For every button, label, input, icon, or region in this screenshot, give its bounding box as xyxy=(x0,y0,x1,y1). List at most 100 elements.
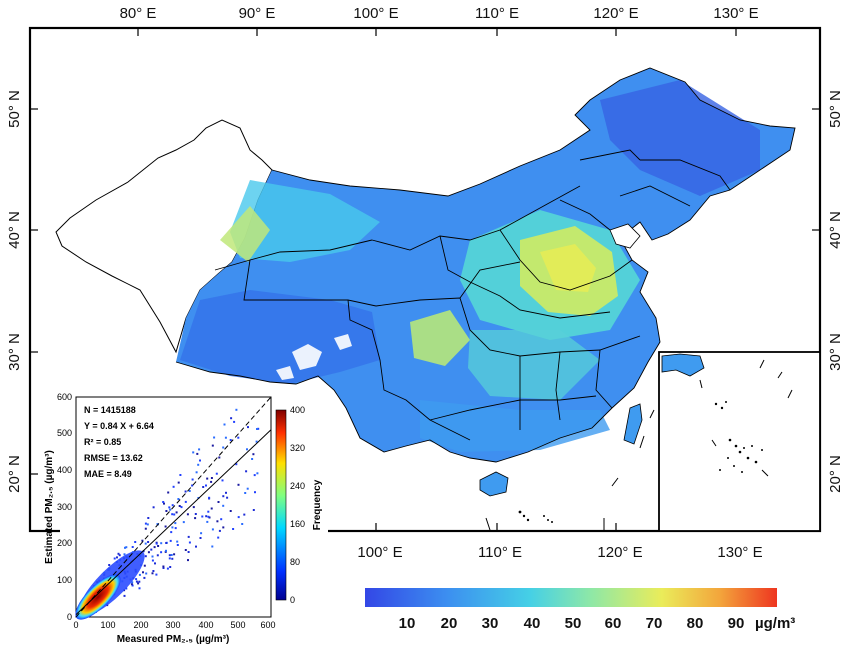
scatter-point xyxy=(221,479,224,482)
lon-label: 80° E xyxy=(120,5,157,22)
scatter-point xyxy=(160,551,163,554)
stat-equation: Y = 0.84 X + 6.64 xyxy=(84,421,154,431)
scatter-point xyxy=(182,521,185,524)
scatter-point xyxy=(210,477,213,479)
scatter-point xyxy=(176,540,179,543)
scatter-point xyxy=(169,539,172,542)
freq-tick: 160 xyxy=(290,519,305,529)
scatter-point xyxy=(218,456,221,459)
scatter-point xyxy=(150,548,153,551)
scatter-point xyxy=(208,496,211,499)
scatter-point xyxy=(222,504,225,507)
south-china-sea-inset xyxy=(658,351,821,532)
scatter-point xyxy=(217,536,220,539)
lon-label: 110° E xyxy=(478,544,522,561)
scatter-point xyxy=(169,566,172,568)
x-tick: 300 xyxy=(165,620,180,630)
lon-label: 100° E xyxy=(353,5,398,22)
frequency-label: Frequency xyxy=(312,479,323,530)
scatter-point xyxy=(252,509,255,511)
scatter-point xyxy=(206,520,209,523)
scatter-point xyxy=(144,522,147,525)
scatter-point xyxy=(229,439,232,441)
lat-label: 40° N xyxy=(6,211,23,249)
y-tick: 500 xyxy=(57,428,72,438)
scatter-point xyxy=(143,564,146,567)
northeast-region xyxy=(600,80,760,196)
central-region xyxy=(468,330,600,400)
pm25-map xyxy=(176,68,795,462)
scatter-point xyxy=(233,420,236,423)
colorbar-unit: µg/m³ xyxy=(755,615,795,632)
scatter-point xyxy=(211,528,214,531)
scatter-point xyxy=(199,459,201,462)
scatter-point xyxy=(151,555,154,558)
scatter-point xyxy=(167,491,170,494)
freq-tick: 400 xyxy=(290,405,305,415)
scatter-point xyxy=(125,587,128,590)
scatter-point xyxy=(171,513,174,516)
lat-label: 50° N xyxy=(827,90,844,128)
scatter-point xyxy=(153,546,156,549)
scatter-point xyxy=(207,510,210,513)
colorbar-gradient xyxy=(365,588,777,607)
scatter-point xyxy=(172,485,175,488)
islands xyxy=(479,223,655,531)
scatter-point xyxy=(196,452,199,455)
scatter-point xyxy=(230,417,233,420)
x-tick: 500 xyxy=(230,620,245,630)
x-tick: 100 xyxy=(100,620,115,630)
south-sea-dashes xyxy=(485,409,655,531)
scatter-point xyxy=(123,553,126,556)
scatter-point xyxy=(187,559,189,562)
scatter-point xyxy=(179,474,182,476)
plateau-region xyxy=(180,290,380,384)
taklimakan-region xyxy=(230,180,380,262)
lat-label: 20° N xyxy=(827,455,844,493)
y-tick: 100 xyxy=(57,575,72,585)
stat-n: N = 1415188 xyxy=(84,405,136,415)
south-sea-dots xyxy=(518,510,553,523)
scatter-point xyxy=(165,542,168,544)
scatter-point xyxy=(235,463,238,466)
scatter-point xyxy=(226,496,229,499)
stat-rmse: RMSE = 13.62 xyxy=(84,453,143,463)
x-tick-labels: 0 100 200 300 400 500 600 xyxy=(73,620,275,630)
scatter-point xyxy=(246,487,249,490)
scatter-point xyxy=(168,557,171,560)
colorbar-tick: 20 xyxy=(441,615,458,632)
scatter-point xyxy=(147,551,150,554)
lon-label: 130° E xyxy=(717,544,762,561)
scatter-point xyxy=(257,427,260,430)
scatter-point xyxy=(146,523,149,526)
x-axis-label: Measured PM₂.₅ (µg/m³) xyxy=(117,634,230,645)
scatter-point xyxy=(200,532,203,535)
scatter-point xyxy=(188,541,191,544)
lat-labels-right: 50° N 40° N 30° N 20° N xyxy=(827,90,844,493)
snow-patches xyxy=(276,334,352,380)
frequency-colorbar xyxy=(275,409,287,601)
scatter-point xyxy=(135,578,138,581)
scatter-point xyxy=(255,440,258,443)
scatter-point xyxy=(144,555,147,558)
scatter-point xyxy=(192,451,195,454)
scatter-point xyxy=(177,481,180,484)
scatter-point xyxy=(252,453,255,456)
scatter-point xyxy=(138,587,141,590)
scatter-point xyxy=(155,542,158,545)
y-axis-label: Estimated PM₂.₅ (µg/m³) xyxy=(44,450,55,564)
lon-label: 100° E xyxy=(357,544,402,561)
colorbar-tick: 40 xyxy=(524,615,541,632)
scatter-point xyxy=(166,567,169,570)
stat-mae: MAE = 8.49 xyxy=(84,469,132,479)
scatter-point xyxy=(171,526,174,529)
scatter-point xyxy=(205,515,208,518)
scatter-point xyxy=(151,572,154,575)
scatter-point xyxy=(201,515,204,518)
colorbar-tick: 10 xyxy=(399,615,416,632)
scatter-point xyxy=(117,552,120,555)
scatter-point xyxy=(235,408,238,411)
x-tick: 200 xyxy=(133,620,148,630)
scatter-point xyxy=(195,545,197,548)
scatter-point xyxy=(246,448,248,451)
